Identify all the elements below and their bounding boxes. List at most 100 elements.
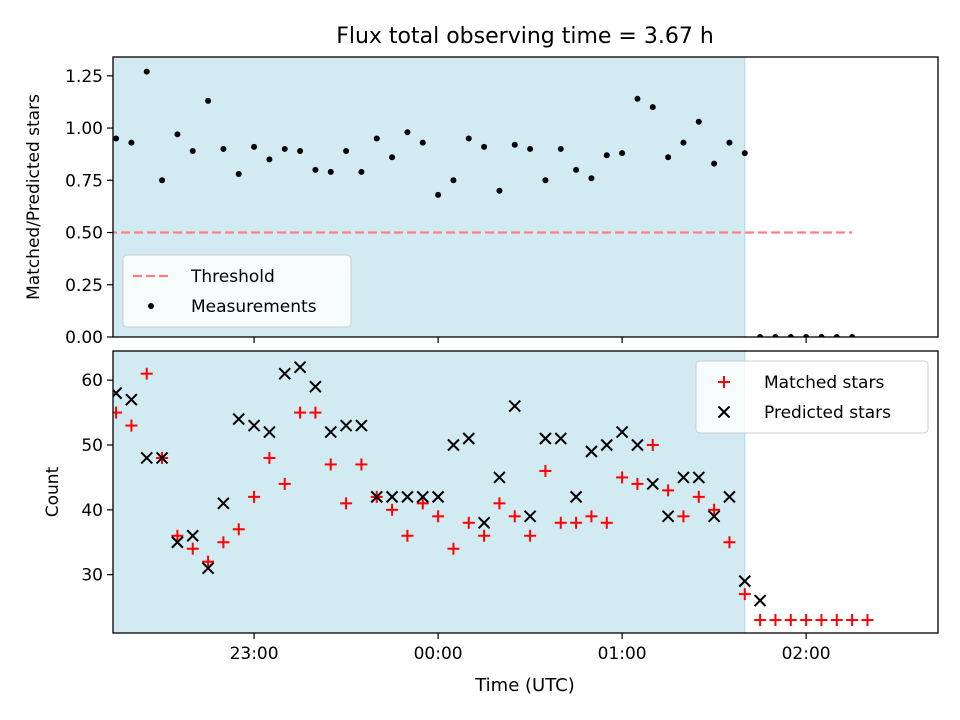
legend-predicted-swatch [717,405,731,419]
matched-star-point [815,614,828,627]
predicted-star-point [263,425,276,439]
matched-star-point [355,458,368,471]
matched-star-point [49,543,61,555]
measurement-point [833,334,840,337]
predicted-star-point [370,490,383,504]
measurement-point [450,177,457,184]
ratio-panel: 0.00 0.25 0.50 0.75 1.00 1.25 Matched/Predicte… [6,56,939,348]
y-tick-label: 50 [81,436,103,456]
measurement-point [343,148,350,155]
y-axis-label: Count [43,466,63,517]
matched-star-point [432,510,445,523]
series-predicted-stars [113,360,767,607]
legend: Matched stars Predicted stars [695,360,929,434]
matched-star-point [18,543,30,555]
series-measurements [6,68,856,340]
predicted-star-point [217,497,230,510]
matched-star-point [692,490,705,503]
matched-star-point [570,516,583,529]
predicted-star-point [293,360,307,374]
measurement-point [787,334,794,337]
legend-box [695,360,929,434]
matched-star-point [646,439,659,451]
predicted-star-point [339,419,353,432]
matched-star-point [248,490,261,503]
matched-star-point [616,471,629,484]
predicted-star-point [723,490,736,504]
predicted-star-point [385,490,399,504]
predicted-star-point [738,574,751,588]
matched-star-point [830,614,843,627]
count-panel: 23:00 00:00 01:00 02:00 30 40 50 60 Count Matched… [18,350,939,664]
matched-star-point [585,510,598,523]
matched-star-point [217,536,230,549]
measurement-point [404,129,411,136]
matched-star-point [171,529,184,542]
matched-star-point [278,477,291,490]
measurement-point [465,135,472,142]
measurement-point [634,95,641,102]
plot-frame [112,56,939,338]
predicted-star-point [646,477,659,491]
measurement-point [741,150,748,157]
measurement-point [557,145,564,152]
predicted-star-point [324,425,337,439]
measurement-point [266,156,273,163]
matched-star-point [186,542,199,555]
measurement-point [757,334,764,337]
predicted-star-point [523,510,537,523]
predicted-star-point [278,367,291,380]
matched-star-point [708,503,721,516]
predicted-star-point [661,510,675,523]
matched-star-point [769,614,782,627]
x-tick-label: 23:00 [230,644,279,664]
measurement-point [6,334,12,340]
predicted-star-point [416,490,429,504]
matched-star-point [493,497,506,510]
measurement-point [726,139,733,146]
y-axis-label: Matched/Predicted stars [24,94,44,300]
y-tick-label: 1.25 [65,67,103,87]
matched-star-point [447,542,460,555]
measurement-point [496,187,503,194]
measurement-point [527,145,534,152]
measurement-point [36,334,42,340]
matched-star-point [600,516,613,529]
legend-label: Measurements [191,297,317,317]
predicted-star-point [401,490,414,504]
y-tick-label: 0.50 [65,224,103,244]
legend-matched-swatch [718,376,730,388]
y-tick-label: 0.25 [65,276,103,296]
predicted-star-point [232,412,245,426]
matched-star-point [539,464,552,477]
measurement-point [251,143,258,150]
measurement-point [803,334,810,337]
measurement-point [52,334,58,340]
measurement-point [113,135,120,142]
predicted-star-point [692,471,705,484]
predicted-star-point [171,536,184,549]
measurement-point [281,145,288,152]
measurement-point [189,148,196,155]
legend-measurement-swatch [148,303,154,309]
matched-star-point [723,536,736,549]
matched-star-point [232,523,245,536]
measurement-point [603,152,610,159]
measurement-point [588,175,595,182]
measurement-point [573,166,580,173]
measurement-point [435,191,442,198]
predicted-star-point [508,399,521,413]
predicted-star-point [631,438,644,452]
legend-box [122,254,352,328]
y-tick-label: 0.00 [65,328,103,348]
legend-label: Predicted stars [764,403,891,423]
x-tick-label: 00:00 [414,644,463,664]
measurement-point [67,150,73,156]
predicted-star-point [355,419,368,432]
plot-area [18,360,874,627]
measurement-point [159,177,166,184]
y-tick-label: 60 [81,371,103,391]
y-tick-label: 40 [81,501,103,521]
matched-star-point [125,419,138,432]
